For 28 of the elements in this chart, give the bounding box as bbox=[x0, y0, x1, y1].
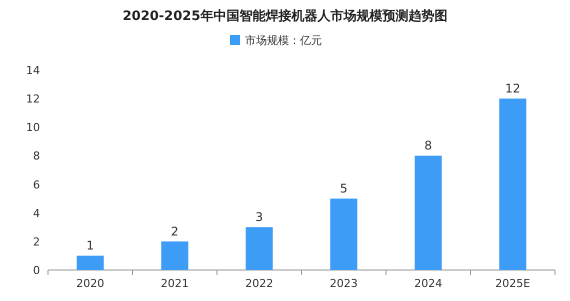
bar bbox=[161, 241, 188, 270]
y-tick-label: 14 bbox=[26, 64, 40, 77]
chart-title: 2020-2025年中国智能焊接机器人市场规模预测趋势图 bbox=[122, 8, 448, 24]
data-label: 8 bbox=[424, 138, 432, 153]
data-label: 1 bbox=[86, 238, 94, 253]
y-tick-label: 8 bbox=[33, 150, 40, 163]
x-tick-label: 2021 bbox=[160, 277, 189, 290]
x-tick-label: 2022 bbox=[245, 277, 274, 290]
data-label: 2 bbox=[170, 224, 179, 238]
data-label: 5 bbox=[340, 182, 348, 196]
x-tick-label: 2024 bbox=[414, 277, 442, 290]
legend-label: 市场规模：亿元 bbox=[245, 34, 322, 47]
bar bbox=[246, 227, 273, 270]
x-tick-label: 2023 bbox=[330, 277, 358, 290]
bar bbox=[76, 256, 104, 270]
x-tick-label: 2020 bbox=[76, 277, 104, 290]
y-tick-label: 10 bbox=[26, 121, 40, 134]
x-tick-label: 2025E bbox=[495, 277, 530, 290]
data-label: 3 bbox=[255, 210, 264, 224]
y-tick-label: 4 bbox=[33, 206, 40, 220]
y-tick-label: 2 bbox=[33, 235, 40, 248]
y-tick-label: 0 bbox=[33, 264, 40, 277]
y-tick-label: 12 bbox=[26, 92, 40, 106]
data-label: 12 bbox=[505, 82, 520, 96]
bar bbox=[414, 156, 442, 270]
y-tick-label: 6 bbox=[33, 178, 40, 192]
bar bbox=[499, 98, 526, 270]
bar bbox=[330, 198, 358, 270]
